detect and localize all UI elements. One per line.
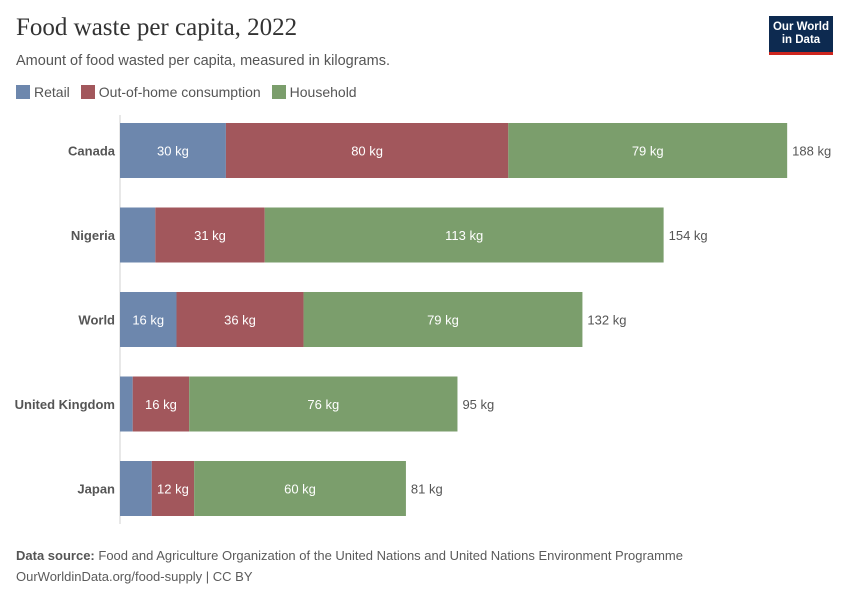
bar-segment-world-0 bbox=[120, 292, 177, 347]
total-label-world: 132 kg bbox=[587, 313, 626, 328]
total-label-nigeria: 154 kg bbox=[669, 228, 708, 243]
legend-swatch-household bbox=[271, 85, 286, 99]
legend-label-household: Household bbox=[289, 84, 357, 100]
data-source-line: Data source: Food and Agriculture Organi… bbox=[16, 548, 683, 563]
data-source-text: Food and Agriculture Organization of the… bbox=[98, 548, 683, 563]
data-label-world-0: 16 kg bbox=[132, 313, 164, 328]
chart-subtitle: Amount of food wasted per capita, measur… bbox=[16, 53, 390, 69]
legend-item-retail[interactable]: Retail bbox=[16, 84, 70, 100]
category-label-canada: Canada bbox=[68, 144, 116, 159]
data-label-nigeria-1: 31 kg bbox=[194, 228, 226, 243]
data-label-canada-0: 30 kg bbox=[157, 144, 189, 159]
data-label-world-1: 36 kg bbox=[224, 313, 256, 328]
legend-label-out-of-home: Out-of-home consumption bbox=[98, 84, 261, 100]
data-label-japan-2: 60 kg bbox=[284, 482, 316, 497]
bar-segment-nigeria-2 bbox=[264, 207, 664, 263]
bar-segment-united-kingdom-2 bbox=[189, 376, 458, 432]
total-label-japan: 81 kg bbox=[411, 482, 443, 497]
data-label-canada-2: 79 kg bbox=[632, 144, 664, 159]
legend-item-household[interactable]: Household bbox=[271, 84, 357, 100]
data-label-world-2: 79 kg bbox=[427, 313, 459, 328]
legend-label-retail: Retail bbox=[34, 84, 70, 100]
bar-segment-canada-2 bbox=[508, 123, 788, 178]
data-label-united-kingdom-2: 76 kg bbox=[307, 397, 339, 412]
bar-segment-nigeria-1 bbox=[155, 207, 265, 263]
bar-segment-nigeria-0 bbox=[120, 207, 156, 263]
bar-segment-world-1 bbox=[176, 292, 304, 347]
bar-segment-united-kingdom-1 bbox=[132, 376, 190, 432]
category-label-japan: Japan bbox=[77, 482, 115, 497]
bar-segment-japan-1 bbox=[151, 461, 195, 516]
stacked-bar-chart: Canada 30 kg 80 kg 79 kg 188 kg Nigeria 31 kg 1… bbox=[15, 115, 831, 524]
bar-segment-japan-2 bbox=[194, 461, 406, 516]
category-label-nigeria: Nigeria bbox=[71, 228, 116, 243]
total-label-canada: 188 kg bbox=[792, 144, 831, 159]
bar-segment-world-2 bbox=[303, 292, 583, 347]
logo-line-2: in Data bbox=[781, 34, 821, 46]
source-url-line[interactable]: OurWorldinData.org/food-supply | CC BY bbox=[16, 569, 253, 584]
chart-legend: Retail Out-of-home consumption Household bbox=[16, 84, 368, 100]
bar-segment-japan-0 bbox=[120, 461, 152, 516]
bar-segment-united-kingdom-0 bbox=[120, 376, 133, 432]
logo-line-1: Our World bbox=[772, 21, 829, 33]
owid-logo[interactable]: Our World in Data bbox=[769, 16, 833, 55]
total-label-united-kingdom: 95 kg bbox=[462, 397, 494, 412]
data-label-japan-1: 12 kg bbox=[157, 482, 189, 497]
data-source-label: Data source: bbox=[16, 548, 95, 563]
legend-swatch-out-of-home bbox=[80, 85, 95, 99]
chart-title: Food waste per capita, 2022 bbox=[16, 14, 298, 41]
bar-segment-canada-0 bbox=[120, 123, 226, 178]
bar-segment-canada-1 bbox=[225, 123, 509, 178]
category-label-world: World bbox=[78, 313, 115, 328]
data-label-united-kingdom-1: 16 kg bbox=[145, 397, 177, 412]
data-label-nigeria-2: 113 kg bbox=[445, 228, 483, 243]
legend-item-out-of-home[interactable]: Out-of-home consumption bbox=[80, 84, 261, 100]
category-label-united-kingdom: United Kingdom bbox=[15, 397, 115, 412]
legend-swatch-retail bbox=[16, 85, 30, 99]
data-label-canada-1: 80 kg bbox=[351, 144, 383, 159]
